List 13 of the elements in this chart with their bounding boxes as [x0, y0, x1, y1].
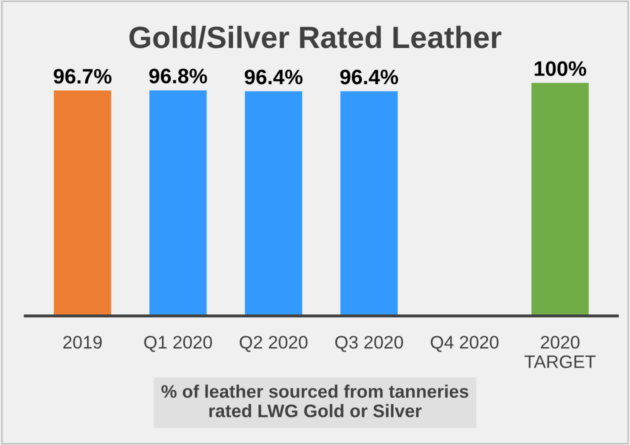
- x-tick-label: Q2 2020: [240, 336, 308, 352]
- chart-title: Gold/Silver Rated Leather: [129, 26, 502, 49]
- x-tick-label: Q4 2020: [430, 336, 499, 352]
- x-tick-label: Q1 2020: [144, 336, 212, 352]
- x-tick-label: 2019: [63, 336, 102, 349]
- x-tick-label: 2020 TARGET: [524, 336, 596, 368]
- text: % of leather sourced from tanneries rated LWG Gold or Silver: [161, 384, 468, 418]
- data-label: 96.4%: [340, 70, 398, 84]
- data-label: 96.7%: [54, 68, 112, 84]
- data-label: 96.4%: [244, 70, 303, 84]
- data-label: 96.8%: [149, 68, 208, 84]
- x-tick-label: Q3 2020: [335, 336, 403, 352]
- data-label: 100%: [534, 61, 586, 76]
